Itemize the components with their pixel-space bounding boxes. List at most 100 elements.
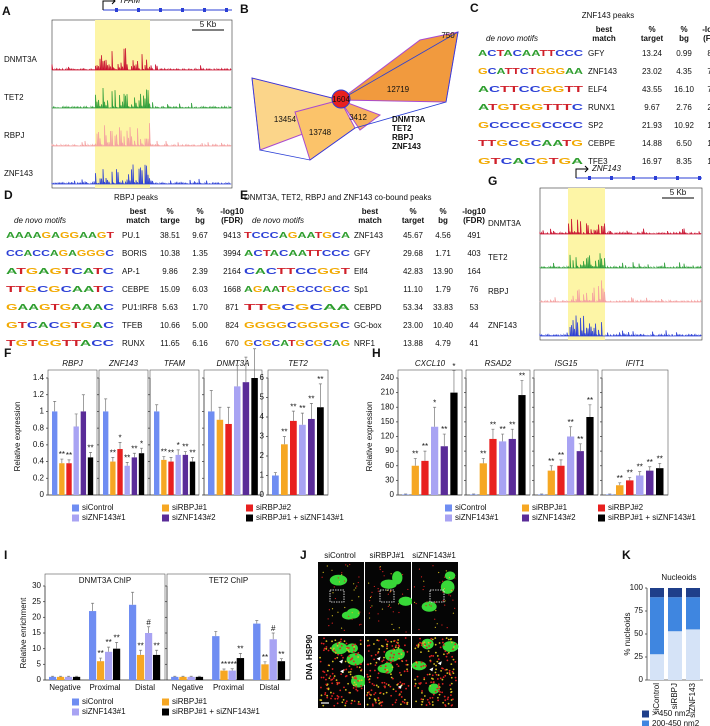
- error-bar: [244, 356, 248, 383]
- x-tick-label: Distal: [259, 683, 279, 692]
- nucleus: [444, 571, 456, 580]
- particle: [353, 681, 356, 684]
- particle: [319, 656, 321, 659]
- particle: [369, 617, 371, 619]
- error-bar: [53, 401, 57, 412]
- error-bar: [588, 404, 592, 417]
- particle: [337, 696, 340, 698]
- particle: [426, 673, 429, 676]
- table-cell: TFEB: [122, 321, 142, 330]
- particle: [347, 682, 350, 685]
- table-cell: 670: [225, 339, 239, 348]
- particle: [343, 629, 345, 632]
- particle: [373, 693, 376, 696]
- significance: **: [110, 449, 116, 458]
- significance: **: [281, 428, 287, 437]
- particle: [417, 687, 420, 689]
- particle: [336, 694, 339, 697]
- particle: [379, 691, 382, 694]
- particle: [432, 655, 435, 657]
- bar: [489, 438, 497, 495]
- legend-label: 200-450 nm2: [652, 719, 700, 726]
- particle: [404, 644, 406, 647]
- significance: **: [500, 425, 506, 434]
- particle: [325, 683, 328, 686]
- particle: [340, 627, 343, 629]
- particle: [436, 655, 439, 657]
- axis-frame: [646, 588, 703, 681]
- particle: [373, 585, 375, 588]
- particle: [381, 701, 384, 703]
- particle: [403, 701, 406, 704]
- particle: [349, 563, 351, 566]
- particle: [451, 670, 454, 673]
- y-tick-label: 1: [40, 407, 45, 416]
- y-tick-label: 25: [634, 652, 643, 661]
- significance: **: [290, 402, 296, 411]
- table-cell: 2.76: [676, 103, 692, 112]
- significance: **: [262, 653, 268, 662]
- particle: [384, 668, 387, 671]
- particle: [395, 699, 398, 701]
- particle: [453, 646, 455, 648]
- bar-segment: [686, 629, 700, 680]
- particle: [323, 671, 326, 674]
- particle: [434, 690, 437, 693]
- coverage: [539, 253, 702, 269]
- particle: [383, 650, 386, 653]
- particle: [448, 594, 450, 596]
- y-axis-label: Relative enrichment: [19, 597, 28, 668]
- particle: [444, 600, 446, 602]
- error-bar: [300, 412, 304, 425]
- table-cell: 45.67: [403, 231, 424, 240]
- column-header: -log10: [702, 25, 710, 34]
- particle: [392, 660, 394, 662]
- particle: [332, 692, 335, 695]
- particle: [380, 704, 383, 707]
- bar: [253, 623, 261, 680]
- particle: [401, 593, 404, 595]
- panel-title: DNMT3A ChIP: [79, 576, 131, 585]
- particle: [350, 668, 353, 671]
- column-label: siControl: [324, 551, 356, 560]
- coverage: [539, 280, 702, 303]
- column-header: %: [166, 207, 173, 216]
- particle: [360, 668, 363, 671]
- track-label: RBPJ: [488, 287, 508, 296]
- bar: [105, 651, 113, 680]
- nucleus: [428, 683, 440, 694]
- bar-segment: [668, 597, 682, 632]
- particle: [339, 640, 342, 643]
- table-cell: 771: [707, 85, 710, 94]
- particle: [446, 659, 449, 662]
- particle: [417, 644, 420, 647]
- particle: [429, 641, 432, 644]
- bar: [124, 465, 130, 495]
- particle: [432, 565, 434, 567]
- stain-label: DNA: [305, 662, 314, 680]
- table-cell: RUNX: [122, 339, 145, 348]
- particle: [326, 669, 329, 672]
- particle: [379, 565, 381, 568]
- y-tick-label: 0: [37, 675, 42, 684]
- bar: [576, 451, 584, 495]
- particle: [355, 677, 358, 680]
- particle: [395, 644, 397, 647]
- bar: [117, 449, 123, 495]
- particle: [420, 661, 423, 664]
- significance: **: [161, 448, 167, 457]
- y-tick-label: 0: [260, 490, 265, 499]
- column-header: (FDR): [703, 34, 710, 43]
- particle: [414, 678, 416, 681]
- particle: [398, 611, 400, 614]
- particle: [374, 664, 377, 667]
- particle: [352, 684, 355, 687]
- legend-label: siControl: [82, 503, 114, 512]
- panel-title: DNMT3A: [217, 359, 250, 368]
- particle: [358, 596, 360, 598]
- particle: [454, 607, 456, 609]
- particle: [351, 676, 354, 678]
